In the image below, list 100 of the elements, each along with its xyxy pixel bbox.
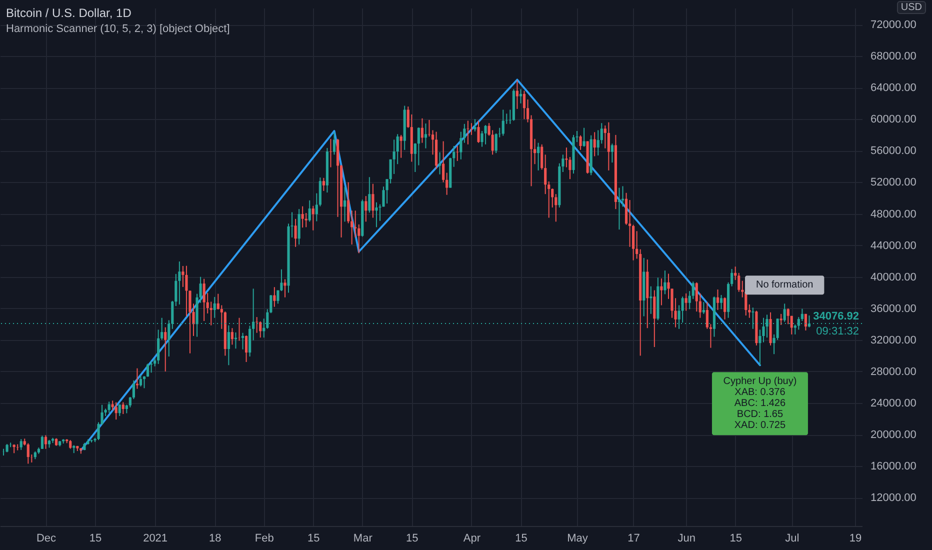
candlestick: [308, 200, 311, 222]
y-tick-label: 12000.00: [870, 492, 916, 504]
candlestick: [477, 120, 480, 144]
candlestick: [227, 324, 230, 366]
x-tick-label: Feb: [254, 532, 274, 544]
candlestick: [396, 134, 399, 165]
candlestick: [800, 308, 804, 322]
candlestick: [164, 326, 167, 372]
candlestick: [178, 260, 181, 305]
y-tick-label: 48000.00: [870, 208, 916, 220]
candlestick: [460, 131, 462, 160]
text: USD: [896, 1, 926, 14]
candlestick: [582, 127, 586, 148]
candlestick: [684, 292, 688, 312]
candlestick: [347, 182, 350, 224]
candlestick: [428, 119, 431, 138]
candlestick: [304, 212, 308, 228]
candlestick: [122, 402, 124, 415]
candlestick: [790, 315, 793, 335]
candlestick: [368, 176, 371, 214]
x-tick-label: Apr: [463, 532, 481, 544]
candlestick: [491, 130, 494, 156]
candlestick: [332, 132, 336, 156]
x-tick-label: 19: [849, 532, 862, 544]
annotation: No formation: [756, 280, 814, 291]
y-tick-label: 36000.00: [870, 302, 916, 315]
candlestick: [537, 142, 540, 171]
candlestick: [157, 329, 160, 364]
candlestick: [519, 88, 522, 104]
candlestick: [202, 278, 206, 322]
candlestick: [664, 270, 666, 295]
candlestick: [716, 288, 720, 310]
y-tick-label: 56000.00: [870, 145, 916, 158]
x-tick-label: 2021: [143, 532, 168, 544]
candlestick: [329, 138, 332, 168]
candlestick: [456, 145, 459, 162]
candlestick: [139, 374, 142, 387]
y-tick-label: 52000.00: [870, 176, 916, 189]
candlestick: [516, 80, 518, 110]
y-tick-label: 64000.00: [870, 82, 916, 94]
candlestick: [322, 177, 325, 192]
y-tick-label: 68000.00: [870, 50, 916, 63]
x-tick-label: Dec: [36, 532, 57, 544]
candlestick: [108, 401, 110, 414]
annotation: Cypher Up (buy) XAB: 0.376 ABC: 1.426 BCD: 1.65 XAD: 0.725: [723, 376, 797, 432]
candlestick: [16, 444, 19, 451]
y-tick-label: 20000.00: [870, 429, 916, 442]
candlestick: [466, 120, 470, 145]
candlestick: [420, 118, 424, 144]
candlestick: [748, 304, 751, 318]
x-tick-label: 15: [406, 532, 418, 544]
y-tick-label: 28000.00: [870, 366, 916, 378]
y-tick-label: 32000.00: [870, 334, 916, 346]
candlestick: [660, 278, 663, 306]
candlestick: [438, 152, 442, 175]
candlestick: [230, 328, 234, 346]
candlestick: [600, 122, 603, 144]
candlestick: [772, 334, 776, 355]
candlestick: [780, 313, 782, 326]
x-tick-label: 15: [730, 532, 742, 544]
candlestick: [26, 442, 30, 464]
candlestick: [723, 296, 726, 320]
candlestick: [702, 302, 705, 314]
candlestick: [344, 186, 346, 222]
candlestick: [259, 320, 262, 338]
x-tick-label: 17: [628, 532, 640, 544]
x-tick-label: 15: [308, 532, 320, 544]
candlestick: [150, 360, 153, 374]
candlestick: [618, 187, 621, 230]
chart-title: Bitcoin / U.S. Dollar, 1D: [6, 6, 132, 20]
candlestick: [136, 368, 139, 390]
candlestick: [284, 278, 286, 298]
candlestick: [273, 286, 276, 308]
candlestick: [786, 308, 790, 325]
x-tick-label: 18: [208, 532, 222, 544]
x-tick-label: Jul: [785, 532, 800, 544]
candlestick: [20, 438, 22, 450]
candlestick: [213, 296, 216, 318]
candlestick: [681, 296, 684, 324]
candlestick: [607, 122, 610, 171]
candlestick: [40, 435, 44, 450]
candlestick: [375, 202, 378, 228]
candlestick: [400, 134, 402, 158]
candlestick: [241, 332, 244, 350]
candlestick: [185, 265, 188, 317]
candlestick: [522, 90, 526, 120]
candlestick: [484, 124, 487, 145]
y-tick-label: 72000.00: [870, 19, 916, 32]
x-tick-label: Jun: [678, 532, 696, 544]
ref-line-label: 34076.92: [813, 310, 859, 323]
candlestick: [44, 434, 48, 450]
y-tick-label: 24000.00: [870, 398, 916, 410]
candlestick: [650, 286, 652, 314]
candlestick: [210, 301, 212, 326]
candlestick: [424, 123, 428, 149]
y-tick-label: 60000.00: [870, 114, 916, 126]
candlestick: [692, 281, 694, 300]
candlestick: [593, 132, 596, 157]
candlestick: [312, 205, 314, 231]
candlestick: [610, 143, 614, 164]
